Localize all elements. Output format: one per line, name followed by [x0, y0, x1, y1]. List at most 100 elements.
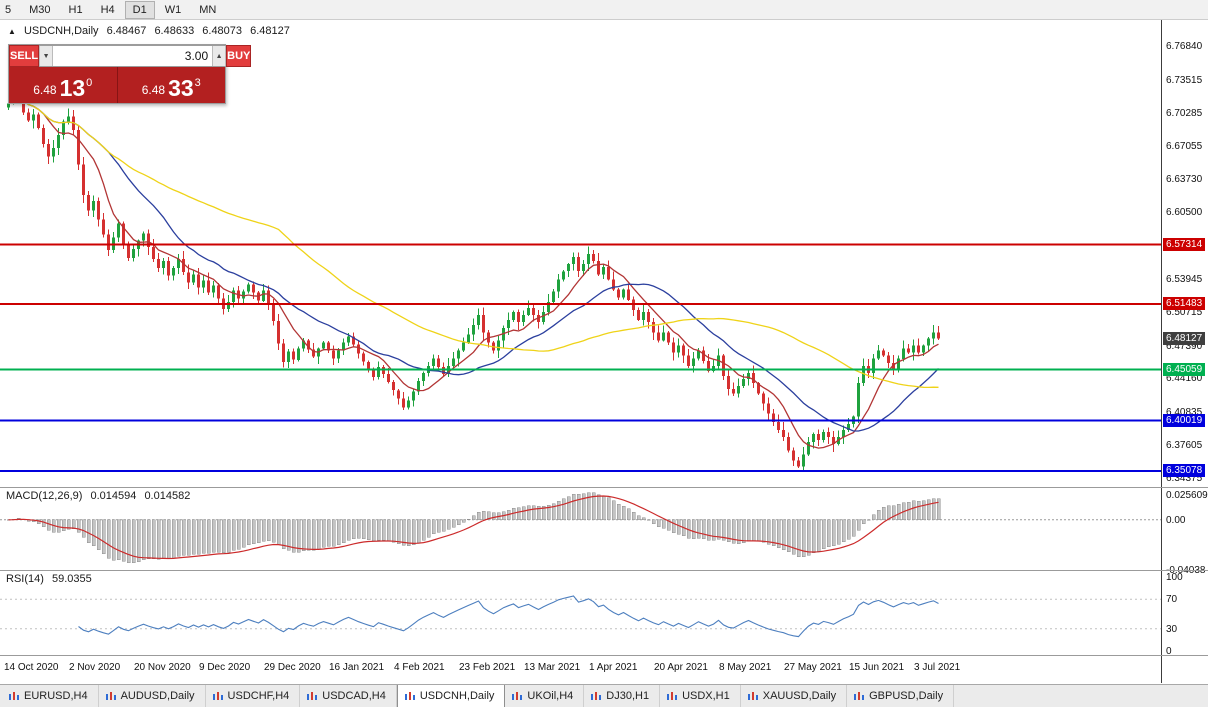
- symbol-tab[interactable]: DJ30,H1: [584, 685, 661, 707]
- symbol-tab[interactable]: USDX,H1: [660, 685, 741, 707]
- price-tag: 6.45059: [1163, 363, 1206, 376]
- panel-separator[interactable]: [0, 487, 1208, 488]
- time-axis-label: 9 Dec 2020: [199, 662, 251, 673]
- ohlc-open: 6.48467: [106, 25, 147, 37]
- price-tag: 6.57314: [1163, 238, 1206, 251]
- time-axis-label: 8 May 2021: [719, 662, 772, 673]
- time-axis-label: 16 Jan 2021: [329, 662, 385, 673]
- price-axis-label: 6.63730: [1166, 174, 1203, 186]
- symbol-tab-label: USDCHF,H4: [227, 690, 290, 702]
- ask-price-superscript: 3: [194, 77, 201, 89]
- panel-separator[interactable]: [0, 570, 1208, 571]
- timeframe-button-h4[interactable]: H4: [100, 3, 115, 16]
- symbol-tab[interactable]: GBPUSD,Daily: [847, 685, 955, 707]
- mini-chart-icon: [212, 691, 223, 700]
- mini-chart-icon: [854, 691, 865, 700]
- timeframe-button-5[interactable]: 5: [5, 3, 12, 16]
- mini-chart-icon: [307, 691, 318, 700]
- price-axis-label: 6.44160: [1166, 373, 1203, 385]
- ask-price-big-digits: 33: [168, 75, 194, 101]
- sell-button[interactable]: SELL: [9, 45, 40, 67]
- symbol-tab-label: UKOil,H4: [527, 690, 574, 702]
- time-axis-label: 2 Nov 2020: [69, 662, 121, 673]
- rsi-panel[interactable]: [0, 571, 1161, 655]
- mini-chart-icon: [512, 691, 523, 700]
- buy-button[interactable]: BUY: [226, 45, 252, 67]
- symbol-tab[interactable]: USDCNH,Daily: [396, 685, 506, 707]
- time-axis-label: 15 Jun 2021: [849, 662, 905, 673]
- price-axis-label: 6.47390: [1166, 340, 1203, 352]
- symbol-tab[interactable]: EURUSD,H4: [2, 685, 99, 707]
- symbol-tab[interactable]: USDCHF,H4: [205, 685, 301, 707]
- price-tag: 6.51483: [1163, 297, 1206, 310]
- volume-dropdown-icon[interactable]: ▼: [39, 46, 54, 66]
- symbol-tab[interactable]: USDCAD,H4: [300, 685, 397, 707]
- volume-up-icon[interactable]: ▲: [212, 46, 227, 66]
- one-click-toggle-icon[interactable]: ▲: [8, 27, 16, 36]
- volume-input[interactable]: [53, 46, 213, 66]
- price-axis-label: 6.76840: [1166, 41, 1203, 53]
- macd-chart: [0, 492, 1161, 564]
- price-axis-label: 6.40835: [1166, 407, 1203, 419]
- ask-price-display: 6.48 33 3: [118, 67, 226, 103]
- symbol-tab[interactable]: UKOil,H4: [505, 685, 585, 707]
- price-tag: 6.40019: [1163, 414, 1206, 427]
- one-click-trading-panel: SELL ▼ ▲ BUY 6.48 13 0 6.48 33 3: [8, 44, 252, 104]
- time-axis-label: 3 Jul 2021: [914, 662, 961, 673]
- symbol-tab-label: XAUUSD,Daily: [762, 690, 837, 702]
- price-axis-label: 6.50715: [1166, 306, 1203, 318]
- time-axis-label: 29 Dec 2020: [264, 662, 321, 673]
- price-axis[interactable]: 6.76840 6.73515 6.70285 6.67055 6.63730 6.605…: [1161, 20, 1208, 683]
- time-axis-label: 14 Oct 2020: [4, 662, 59, 673]
- macd-title: MACD(12,26,9): [6, 490, 83, 502]
- macd-value-main: 0.014594: [90, 490, 137, 502]
- price-axis-label: 6.60500: [1166, 207, 1203, 219]
- chart-symbol-label: USDCNH,Daily: [23, 25, 99, 37]
- volume-control: ▼ ▲: [39, 45, 227, 67]
- macd-value-signal: 0.014582: [144, 490, 191, 502]
- symbol-tab[interactable]: AUDUSD,Daily: [98, 685, 206, 707]
- bid-price-big-digits: 13: [59, 75, 86, 101]
- macd-header: MACD(12,26,9) 0.014594 0.014582: [6, 490, 195, 502]
- macd-panel[interactable]: [0, 488, 1161, 570]
- timeframe-button-h1[interactable]: H1: [68, 3, 83, 16]
- ohlc-close: 6.48127: [250, 25, 290, 37]
- symbol-tab[interactable]: XAUUSD,Daily: [740, 685, 848, 707]
- time-axis-label: 1 Apr 2021: [589, 662, 638, 673]
- timeframe-button-m30[interactable]: M30: [29, 3, 51, 16]
- bid-price-prefix: 6.48: [33, 83, 57, 97]
- symbol-tab-label: USDX,H1: [682, 690, 730, 702]
- price-axis-label: 70: [1166, 594, 1178, 606]
- time-axis[interactable]: 14 Oct 2020 2 Nov 2020 20 Nov 2020 9 Dec 20…: [0, 656, 1161, 683]
- timeframe-button-d1[interactable]: D1: [124, 0, 155, 19]
- mini-chart-icon: [105, 691, 116, 700]
- rsi-value: 59.0355: [51, 573, 92, 585]
- bid-price-superscript: 0: [86, 77, 93, 89]
- price-tag: 6.48127: [1163, 332, 1206, 345]
- timeframe-toolbar: 5 M30 H1 H4 D1 W1 MN: [0, 0, 1208, 20]
- mini-chart-icon: [747, 691, 758, 700]
- time-axis-label: 13 Mar 2021: [524, 662, 581, 673]
- timeframe-button-w1[interactable]: W1: [164, 3, 182, 16]
- rsi-chart: [0, 595, 1161, 638]
- price-axis-label: 0: [1166, 646, 1172, 657]
- price-axis-label: 100: [1166, 572, 1183, 583]
- symbol-tab-label: GBPUSD,Daily: [869, 690, 944, 702]
- panel-separator[interactable]: [0, 655, 1208, 656]
- trade-controls-row: SELL ▼ ▲ BUY: [9, 45, 252, 67]
- trade-prices-row: 6.48 13 0 6.48 33 3: [9, 67, 225, 103]
- chart-ohlc-header: ▲ USDCNH,Daily 6.48467 6.48633 6.48073 6…: [8, 25, 295, 37]
- rsi-title: RSI(14): [6, 573, 44, 585]
- candlestick-chart: [0, 84, 1161, 472]
- timeframe-button-mn[interactable]: MN: [199, 3, 217, 16]
- ohlc-low: 6.48073: [202, 25, 243, 37]
- time-axis-label: 23 Feb 2021: [459, 662, 516, 673]
- mini-chart-icon: [667, 691, 678, 700]
- price-axis-label: 0.00: [1166, 514, 1186, 526]
- time-axis-label: 20 Apr 2021: [654, 662, 708, 673]
- price-tag: 6.35078: [1163, 464, 1206, 477]
- bid-price-display: 6.48 13 0: [9, 67, 118, 103]
- price-axis-label: 0.025609: [1166, 490, 1208, 501]
- price-axis-label: 6.34375: [1166, 472, 1203, 484]
